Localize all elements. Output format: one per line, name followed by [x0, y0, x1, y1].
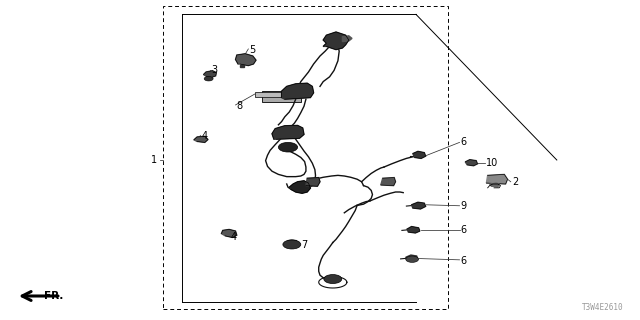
Polygon shape [289, 181, 310, 193]
Polygon shape [236, 54, 256, 66]
Polygon shape [272, 125, 304, 139]
Polygon shape [221, 229, 237, 237]
Text: 4: 4 [230, 232, 237, 242]
Circle shape [283, 240, 301, 249]
Polygon shape [323, 32, 349, 50]
Polygon shape [240, 65, 244, 67]
Polygon shape [282, 83, 314, 99]
Text: 6: 6 [461, 256, 467, 266]
Text: 9: 9 [461, 201, 467, 212]
Polygon shape [342, 36, 352, 42]
Polygon shape [407, 227, 420, 233]
Text: 6: 6 [461, 225, 467, 236]
Text: 2: 2 [512, 177, 518, 188]
Text: 1: 1 [150, 155, 157, 165]
Polygon shape [194, 136, 208, 142]
Text: 3: 3 [211, 65, 218, 76]
Circle shape [278, 142, 298, 152]
Polygon shape [413, 151, 426, 158]
Polygon shape [465, 160, 477, 166]
Polygon shape [288, 240, 298, 245]
Text: T3W4E2610: T3W4E2610 [582, 303, 624, 312]
Polygon shape [490, 183, 499, 187]
Polygon shape [204, 71, 216, 77]
Polygon shape [486, 174, 508, 184]
Bar [255, 92, 287, 97]
Text: 8: 8 [237, 100, 243, 111]
Polygon shape [406, 255, 418, 261]
Text: 4: 4 [202, 131, 208, 141]
Bar [163, 6, 448, 309]
Bar [262, 91, 301, 102]
Circle shape [324, 275, 342, 284]
Polygon shape [306, 178, 320, 186]
Circle shape [406, 256, 419, 262]
Polygon shape [381, 178, 396, 186]
Text: 7: 7 [301, 240, 307, 250]
Text: 5: 5 [250, 44, 256, 55]
Circle shape [204, 76, 213, 81]
Polygon shape [412, 202, 426, 209]
Text: 10: 10 [486, 158, 499, 168]
Text: FR.: FR. [44, 291, 63, 301]
Text: 6: 6 [461, 137, 467, 148]
